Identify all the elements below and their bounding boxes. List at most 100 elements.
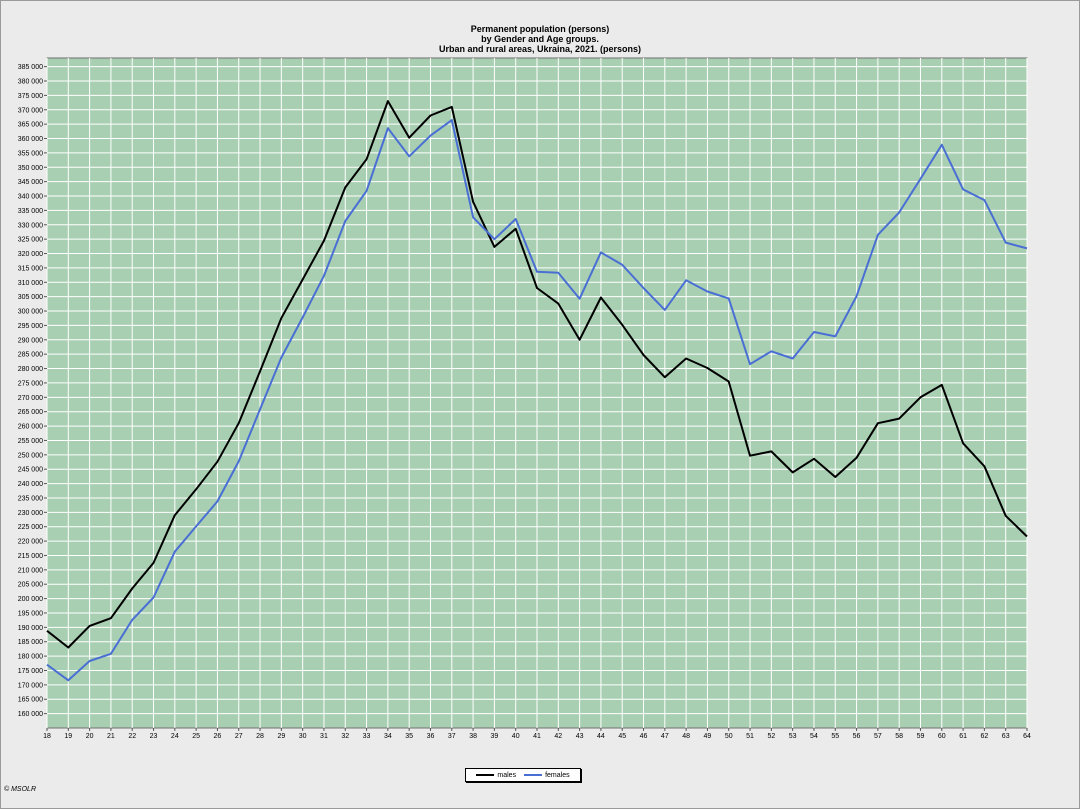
y-tick-label: 210 000 [18,567,43,574]
x-axis-ticks: 18 19 20 21 22 23 24 25 26 27 28 29 30 31 32 33 34 35 36 37… [43,728,1031,740]
x-tick-label: 30 [299,733,307,740]
x-tick-label: 24 [171,733,179,740]
chart-title-line-1: Permanent population (persons) [471,24,610,34]
y-tick-label: 360 000 [18,136,43,143]
x-tick-label: 47 [661,733,669,740]
x-tick-label: 33 [363,733,371,740]
y-tick-label: 235 000 [18,495,43,502]
x-tick-label: 43 [576,733,584,740]
y-tick-label: 315 000 [18,265,43,272]
y-tick-label: 250 000 [18,452,43,459]
x-tick-label: 40 [512,733,520,740]
chart-title-line-2: by Gender and Age groups. [481,34,599,44]
series-lines [46,100,1028,682]
y-tick-label: 190 000 [18,625,43,632]
x-tick-label: 49 [704,733,712,740]
legend-swatch-males [476,774,495,776]
x-tick-label: 36 [427,733,435,740]
x-tick-label: 59 [917,733,925,740]
x-tick-label: 64 [1023,733,1031,740]
legend-item-males: males [476,772,516,779]
x-tick-label: 45 [618,733,626,740]
y-tick-label: 220 000 [18,539,43,546]
x-tick-label: 18 [43,733,51,740]
x-tick-label: 32 [341,733,349,740]
legend-label-males: males [497,771,517,779]
x-tick-label: 55 [831,733,839,740]
y-tick-label: 320 000 [18,251,43,258]
y-tick-label: 300 000 [18,309,43,316]
series-line-males [46,100,1028,649]
y-tick-label: 280 000 [18,366,43,373]
x-tick-label: 53 [789,733,797,740]
x-tick-label: 39 [490,733,498,740]
y-tick-label: 260 000 [18,424,43,431]
y-tick-label: 330 000 [18,222,43,229]
x-tick-label: 35 [405,733,413,740]
y-tick-label: 200 000 [18,596,43,603]
y-axis-ticks: 160 000 165 000 170 000 175 000 180 000 185 0… [18,64,47,718]
y-tick-label: 295 000 [18,323,43,330]
y-tick-label: 170 000 [18,682,43,689]
y-tick-label: 325 000 [18,237,43,244]
x-tick-label: 28 [256,733,264,740]
series-line-females [46,119,1028,682]
x-tick-label: 19 [64,733,72,740]
x-tick-label: 46 [640,733,648,740]
y-tick-label: 225 000 [18,524,43,531]
legend-swatch-females [524,774,543,776]
legend-item-females: females [524,772,570,779]
y-tick-label: 345 000 [18,179,43,186]
x-tick-label: 27 [235,733,243,740]
x-tick-label: 41 [533,733,541,740]
x-tick-label: 26 [214,733,222,740]
y-tick-label: 375 000 [18,93,43,100]
x-tick-label: 51 [746,733,754,740]
x-tick-label: 42 [554,733,562,740]
y-tick-label: 215 000 [18,553,43,560]
y-tick-label: 365 000 [18,122,43,129]
y-tick-label: 195 000 [18,610,43,617]
y-tick-label: 230 000 [18,510,43,517]
grid [46,58,1028,728]
x-tick-label: 60 [938,733,946,740]
y-tick-label: 275 000 [18,380,43,387]
x-tick-label: 22 [128,733,136,740]
x-tick-label: 62 [980,733,988,740]
x-tick-label: 25 [192,733,200,740]
x-tick-label: 31 [320,733,328,740]
x-tick-label: 37 [448,733,456,740]
x-tick-label: 44 [597,733,605,740]
x-tick-label: 57 [874,733,882,740]
y-tick-label: 305 000 [18,294,43,301]
y-tick-label: 180 000 [18,654,43,661]
chart-title-line-3: Urban and rural areas, Ukraina, 2021. (p… [439,44,641,54]
x-tick-label: 23 [150,733,158,740]
y-tick-label: 240 000 [18,481,43,488]
y-tick-label: 245 000 [18,467,43,474]
y-tick-label: 175 000 [18,668,43,675]
x-tick-label: 56 [853,733,861,740]
x-tick-label: 52 [767,733,775,740]
y-tick-label: 290 000 [18,337,43,344]
x-tick-label: 20 [86,733,94,740]
y-tick-label: 270 000 [18,395,43,402]
y-tick-label: 350 000 [18,165,43,172]
y-tick-label: 310 000 [18,280,43,287]
y-tick-label: 355 000 [18,150,43,157]
y-tick-label: 265 000 [18,409,43,416]
chart-title: Permanent population (persons) by Gender… [439,24,641,54]
x-tick-label: 61 [959,733,967,740]
copyright-text: © MSOLR [4,786,36,793]
y-tick-label: 185 000 [18,639,43,646]
y-tick-label: 165 000 [18,697,43,704]
x-tick-label: 38 [469,733,477,740]
legend: males females [465,768,581,782]
x-tick-label: 21 [107,733,115,740]
x-tick-label: 50 [725,733,733,740]
y-tick-label: 370 000 [18,107,43,114]
y-tick-label: 255 000 [18,438,43,445]
y-tick-label: 160 000 [18,711,43,718]
y-tick-label: 340 000 [18,194,43,201]
